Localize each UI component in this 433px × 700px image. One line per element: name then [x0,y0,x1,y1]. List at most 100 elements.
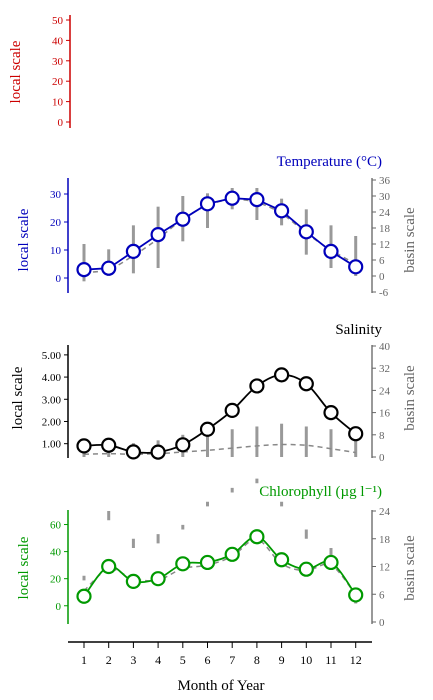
salinity-point [348,426,364,442]
chlorophyll-point [348,587,364,603]
chlorophyll-right-tick-label: 6 [379,589,385,601]
temperature-ylabel-right: basin scale [402,207,418,273]
x-tick-label: 4 [155,653,161,667]
chlorophyll-ylabel-right: basin scale [402,535,418,601]
temperature-point [76,262,92,278]
x-tick-label: 10 [300,653,312,667]
chlorophyll-point [125,573,141,589]
chlorophyll-right-tick-label: 0 [379,617,385,629]
top-left-tick-label: 30 [52,56,64,68]
temperature-right-tick-label: 6 [379,255,385,267]
x-tick-label: 1 [81,653,87,667]
x-tick-label: 8 [254,653,260,667]
chlorophyll-point [199,554,216,571]
chlorophyll-point [224,546,240,562]
temperature-basin-line [83,198,357,274]
temperature-left-tick-label: 30 [50,189,62,201]
x-tick-label: 6 [205,653,211,667]
top-left-tick-label: 50 [52,15,64,27]
temperature-local-line [83,197,357,271]
salinity-basin-ranges [82,423,358,457]
panel-temperature: Temperature (°C) local scale basin scale… [16,154,418,299]
temperature-title: Temperature (°C) [277,154,382,170]
x-axis-label: Month of Year [177,678,264,694]
salinity-point [249,378,265,394]
chlorophyll-right-ticks: 24 18 12 6 0 [372,506,391,629]
x-axis: 1 2 3 4 5 6 7 8 9 10 11 12 Month of Year [68,641,372,694]
chlorophyll-right-tick-label: 12 [379,562,390,574]
salinity-point [150,444,166,460]
salinity-point [175,437,191,453]
temperature-point [199,196,216,212]
temperature-left-tick-label: 10 [50,245,62,257]
temperature-right-tick-label: 30 [379,191,391,203]
chlorophyll-point [150,571,166,587]
temperature-right-tick-label: 18 [379,223,391,235]
salinity-ylabel-left: local scale [10,366,26,429]
temperature-point [274,203,290,219]
temperature-right-tick-label: 12 [379,239,390,251]
salinity-left-tick-label: 3.00 [42,394,62,406]
chlorophyll-point [249,529,265,545]
chlorophyll-point [76,588,92,604]
top-left-tick-label: 10 [52,97,64,109]
chlorophyll-left-tick-label: 20 [50,574,62,586]
salinity-right-tick-label: 32 [379,363,390,375]
x-tick-label: 9 [279,653,285,667]
top-left-tick-label: 20 [52,76,64,88]
salinity-point [298,376,314,392]
x-tick-label: 2 [106,653,112,667]
temperature-point [101,260,117,276]
temperature-point [125,243,141,259]
x-tick-label: 11 [325,653,337,667]
chlorophyll-point [175,556,191,572]
chlorophyll-ylabel-left: local scale [16,536,32,599]
x-tick-label: 3 [130,653,136,667]
salinity-left-tick-label: 2.00 [42,416,62,428]
salinity-right-tick-label: 40 [379,341,391,353]
salinity-point [224,402,240,418]
salinity-right-tick-label: 0 [379,452,385,464]
top-tick-labels: 50 40 30 20 10 0 [52,15,70,129]
chlorophyll-point [101,558,117,575]
salinity-right-tick-label: 8 [379,430,385,442]
salinity-point [76,438,92,454]
top-left-tick-label: 0 [58,117,64,129]
salinity-left-ticks: 5.00 4.00 3.00 2.00 1.00 [42,350,68,451]
salinity-local-line [83,373,357,454]
temperature-right-tick-label: 24 [379,207,391,219]
salinity-point [125,444,141,460]
salinity-points [76,367,364,460]
chlorophyll-point [298,561,314,577]
salinity-point [323,405,339,421]
temperature-point [224,190,240,206]
x-tick-label: 12 [350,653,362,667]
chlorophyll-right-tick-label: 24 [379,506,391,518]
temperature-ylabel-left: local scale [16,208,32,271]
temperature-point [348,259,364,275]
chlorophyll-title: Chlorophyll (µg l⁻¹) [259,484,382,500]
temperature-right-ticks: 36 30 24 18 12 6 0 -6 [372,175,391,299]
temperature-points [76,190,364,278]
top-left-tick-label: 40 [52,35,64,47]
temperature-left-ticks: 30 20 10 0 [50,189,68,285]
salinity-left-tick-label: 1.00 [42,439,62,451]
salinity-left-tick-label: 4.00 [42,372,62,384]
chlorophyll-right-tick-label: 18 [379,534,391,546]
chlorophyll-left-ticks: 60 40 20 0 [50,520,68,613]
temperature-point [175,211,191,227]
salinity-left-tick-label: 5.00 [42,350,62,362]
temperature-point [298,224,314,240]
salinity-point [274,367,290,383]
chlorophyll-point [274,552,290,568]
chlorophyll-points [76,529,364,604]
panel-top: local scale 50 40 30 20 10 0 [8,15,71,129]
salinity-title: Salinity [335,322,382,338]
temperature-left-tick-label: 0 [56,273,62,285]
temperature-point [323,243,339,259]
temperature-left-tick-label: 20 [50,217,62,229]
x-tick-label: 7 [229,653,235,667]
salinity-right-tick-label: 16 [379,408,391,420]
temperature-point [150,227,166,243]
